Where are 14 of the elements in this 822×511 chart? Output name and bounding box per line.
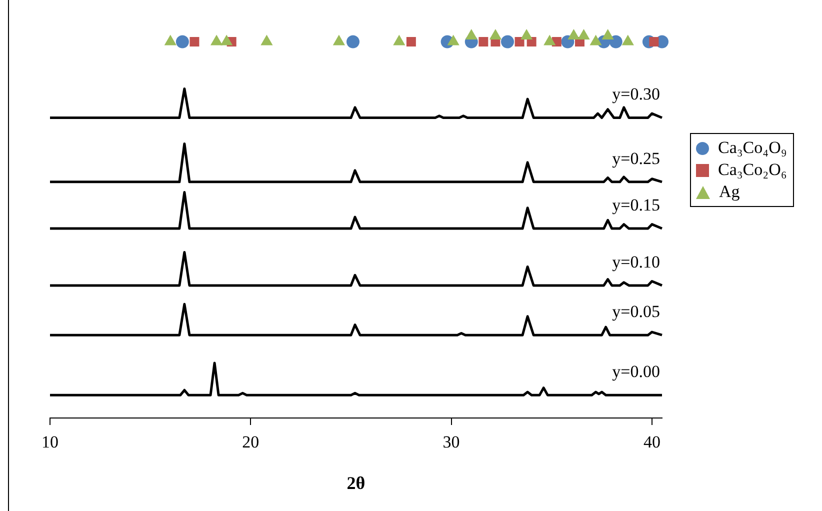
series-label: y=0.15 <box>612 195 660 214</box>
series-label: y=0.30 <box>612 84 660 104</box>
series-label: y=0.10 <box>612 252 660 272</box>
legend-label: Ca₃Co₂O₆ <box>718 159 787 181</box>
x-tick-label: 30 <box>442 432 460 452</box>
series-label: y=0.25 <box>612 148 660 168</box>
x-tick-label: 10 <box>42 432 58 452</box>
series-label: y=0.00 <box>612 362 660 382</box>
x-tick-label: 40 <box>643 432 660 452</box>
x-tick-label: 20 <box>242 432 260 452</box>
x-axis-title: 2θ <box>346 472 366 493</box>
legend-label: Ag <box>719 181 740 203</box>
legend-label: Ca₃Co₄O₉ <box>718 137 787 159</box>
series-label: y=0.05 <box>612 302 660 322</box>
